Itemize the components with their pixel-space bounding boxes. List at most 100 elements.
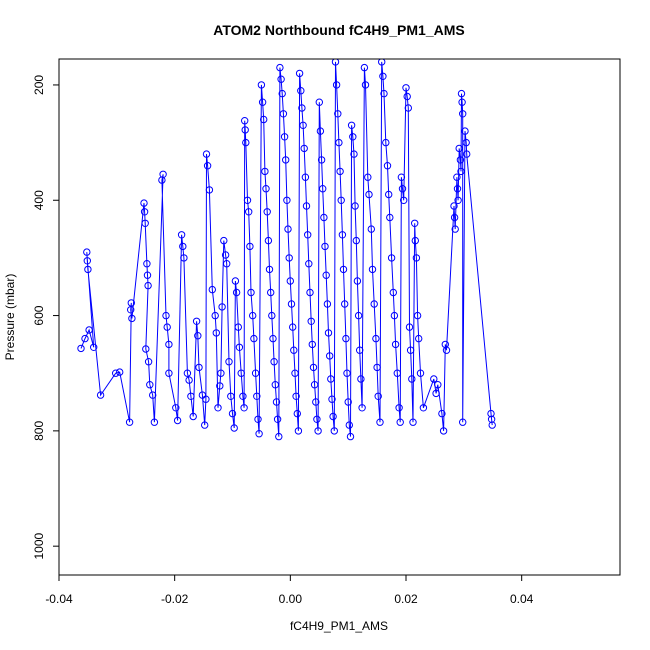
data-point: [335, 138, 343, 147]
data-point: [416, 369, 425, 377]
data-point: [255, 430, 263, 438]
data-point: [269, 334, 277, 343]
data-point: [342, 334, 350, 343]
data-point: [411, 219, 419, 228]
data-point: [177, 231, 186, 239]
data-point: [457, 89, 466, 98]
data-point: [379, 72, 387, 81]
data-point: [297, 87, 305, 95]
data-point: [211, 311, 219, 320]
data-point: [326, 352, 334, 360]
data-point: [415, 334, 423, 343]
data-point: [173, 416, 182, 425]
data-point: [165, 369, 173, 377]
y-axis: 200 400 600 800 1000: [32, 75, 59, 560]
data-point: [143, 260, 151, 268]
data-point: [293, 409, 301, 418]
data-point: [456, 156, 465, 164]
data-point: [382, 138, 390, 147]
data-point: [172, 404, 180, 412]
data-point: [323, 300, 332, 308]
data-point: [242, 138, 250, 147]
plot-area: [77, 59, 496, 441]
data-point: [387, 254, 396, 262]
data-point: [337, 196, 345, 205]
data-point: [217, 369, 225, 377]
data-point: [149, 391, 157, 399]
data-point: [450, 213, 459, 222]
data-point: [376, 418, 384, 426]
data-point: [125, 418, 134, 426]
data-point: [365, 190, 373, 199]
data-point: [275, 432, 283, 441]
data-point: [232, 288, 241, 297]
data-point: [194, 332, 202, 340]
data-point: [254, 415, 262, 423]
data-point: [77, 344, 85, 353]
data-point: [309, 363, 318, 372]
data-point: [189, 412, 197, 421]
y-tick-label: 400: [32, 190, 46, 210]
data-point: [434, 381, 442, 389]
x-axis-label: fC4H9_PM1_AMS: [290, 619, 388, 633]
data-point: [81, 334, 89, 343]
data-point: [488, 421, 496, 429]
data-point: [163, 323, 171, 331]
data-point: [319, 185, 327, 193]
data-point: [203, 162, 212, 170]
data-point: [292, 392, 300, 400]
data-point: [439, 427, 448, 435]
data-point: [409, 418, 417, 426]
data-point: [306, 288, 314, 297]
data-point: [183, 369, 192, 377]
data-point: [455, 144, 463, 153]
data-point: [241, 117, 249, 125]
data-point: [406, 346, 415, 354]
data-point: [360, 63, 369, 72]
data-point: [438, 409, 446, 418]
data-point: [234, 323, 243, 331]
data-point: [228, 409, 237, 418]
data-point: [112, 369, 120, 377]
data-point: [304, 231, 312, 239]
data-point: [442, 346, 451, 354]
data-point: [262, 185, 270, 193]
data-point: [272, 398, 281, 406]
data-point: [180, 254, 188, 262]
data-point: [241, 126, 249, 134]
data-point: [450, 202, 458, 210]
data-point: [380, 89, 388, 98]
data-point: [322, 271, 330, 279]
data-point: [408, 375, 416, 383]
data-point: [268, 311, 276, 320]
data-point: [364, 173, 372, 181]
data-point: [336, 167, 344, 176]
data-point: [221, 251, 230, 259]
data-point: [462, 138, 470, 147]
data-point: [403, 92, 411, 101]
y-tick-label: 600: [32, 305, 46, 325]
data-point: [270, 358, 278, 366]
data-point: [185, 376, 193, 384]
data-point: [412, 254, 421, 262]
data-point: [329, 412, 337, 421]
data-point: [349, 133, 357, 141]
data-point: [289, 323, 297, 331]
data-point: [457, 167, 465, 176]
data-point: [334, 110, 342, 118]
data-point: [231, 277, 240, 285]
data-point: [347, 121, 356, 130]
data-point: [367, 225, 375, 233]
y-axis-label: Pressure (mbar): [3, 274, 17, 361]
x-tick-label: -0.04: [45, 592, 73, 606]
chart-title: ATOM2 Northbound fC4H9_PM1_AMS: [213, 22, 465, 38]
data-point: [85, 326, 93, 334]
data-point: [249, 311, 257, 320]
data-point: [487, 415, 496, 423]
data-point: [257, 81, 266, 89]
data-point: [287, 300, 296, 308]
data-point: [83, 248, 91, 256]
data-point: [290, 346, 298, 354]
data-point: [300, 144, 308, 153]
data-point: [140, 208, 149, 216]
